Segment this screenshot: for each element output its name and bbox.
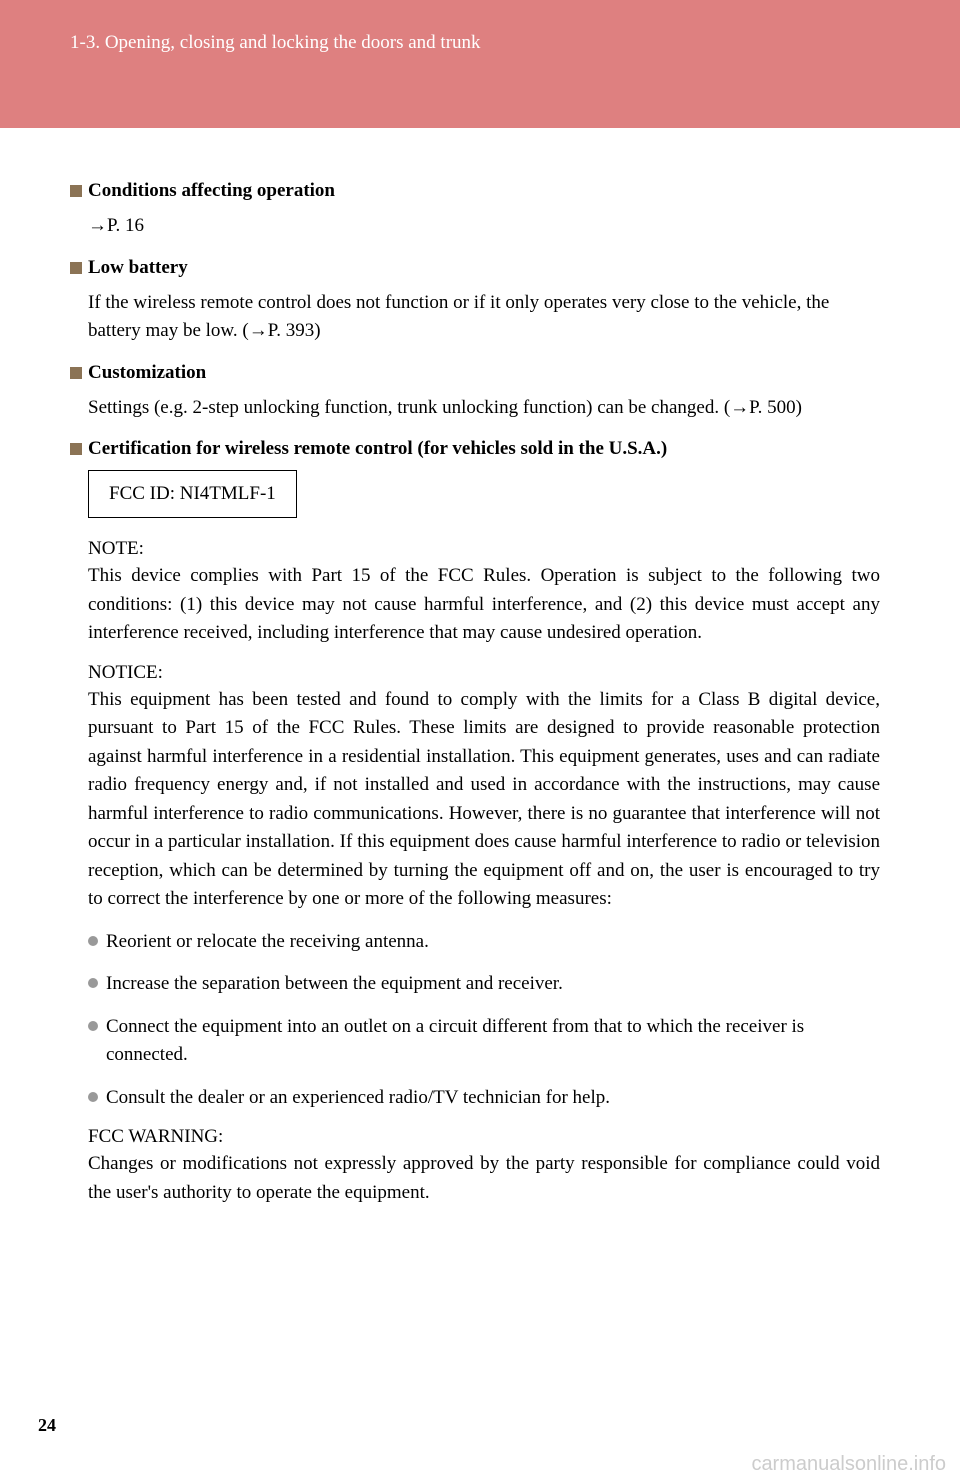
page-content: Conditions affecting operation →P. 16 Lo…	[0, 128, 960, 1207]
bullet-text: Connect the equipment into an outlet on …	[106, 1013, 880, 1070]
section-body: If the wireless remote control does not …	[88, 289, 880, 346]
note-heading: NOTE:	[88, 538, 880, 560]
list-item: Reorient or relocate the receiving anten…	[88, 928, 880, 957]
section-heading: Certification for wireless remote contro…	[70, 438, 880, 460]
list-item: Increase the separation between the equi…	[88, 970, 880, 999]
section-body: Settings (e.g. 2-step unlocking function…	[88, 394, 880, 423]
round-bullet-icon	[88, 978, 98, 988]
square-bullet-icon	[70, 367, 82, 379]
round-bullet-icon	[88, 1092, 98, 1102]
section-title: Certification for wireless remote contro…	[88, 438, 667, 460]
fcc-id-box: FCC ID: NI4TMLF-1	[88, 470, 297, 518]
bullet-text: Increase the separation between the equi…	[106, 970, 563, 999]
section-title: Low battery	[88, 257, 188, 279]
round-bullet-icon	[88, 936, 98, 946]
bullet-text: Reorient or relocate the receiving anten…	[106, 928, 429, 957]
warning-body: Changes or modifications not expressly a…	[88, 1150, 880, 1207]
square-bullet-icon	[70, 443, 82, 455]
notice-body: This equipment has been tested and found…	[88, 686, 880, 914]
section-title: Conditions affecting operation	[88, 180, 335, 202]
list-item: Consult the dealer or an experienced rad…	[88, 1084, 880, 1113]
bullet-text: Consult the dealer or an experienced rad…	[106, 1084, 610, 1113]
round-bullet-icon	[88, 1021, 98, 1031]
section-heading: Low battery	[70, 257, 880, 279]
square-bullet-icon	[70, 185, 82, 197]
section-heading: Customization	[70, 362, 880, 384]
square-bullet-icon	[70, 262, 82, 274]
notice-heading: NOTICE:	[88, 662, 880, 684]
page-number: 24	[38, 1415, 56, 1436]
section-body: →P. 16	[88, 212, 880, 241]
warning-heading: FCC WARNING:	[88, 1126, 880, 1148]
header-band: 1-3. Opening, closing and locking the do…	[0, 0, 960, 128]
section-heading: Conditions affecting operation	[70, 180, 880, 202]
section-title: Customization	[88, 362, 206, 384]
watermark: carmanualsonline.info	[751, 1453, 946, 1476]
header-section-label: 1-3. Opening, closing and locking the do…	[70, 32, 960, 54]
note-body: This device complies with Part 15 of the…	[88, 562, 880, 648]
list-item: Connect the equipment into an outlet on …	[88, 1013, 880, 1070]
